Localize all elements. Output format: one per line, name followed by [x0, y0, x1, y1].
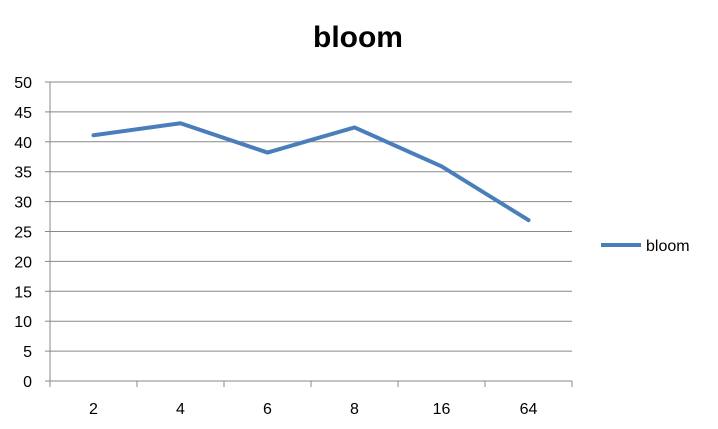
axes: [49, 82, 573, 387]
y-tick-label: 35: [14, 165, 32, 182]
y-tick-label: 5: [23, 344, 32, 361]
y-tick-label: 20: [14, 254, 32, 271]
y-tick-label: 0: [23, 374, 32, 391]
x-tick-label: 4: [176, 401, 185, 418]
gridlines: [45, 81, 572, 382]
legend-label-bloom: bloom: [646, 238, 690, 255]
y-tick-label: 25: [14, 225, 32, 242]
x-tick-labels: 2 4 6 8 16 64: [89, 401, 537, 418]
x-tick-label: 6: [263, 401, 272, 418]
y-tick-label: 30: [14, 195, 32, 212]
y-tick-label: 45: [14, 105, 32, 122]
x-tick-label: 64: [520, 401, 538, 418]
series-group: [91, 121, 531, 223]
y-tick-label: 10: [14, 314, 32, 331]
legend: bloom: [601, 238, 690, 255]
y-tick-label: 15: [14, 284, 32, 301]
y-tick-label: 50: [14, 75, 32, 92]
chart-title: bloom: [313, 21, 403, 54]
y-tick-label: 40: [14, 135, 32, 152]
x-tick-label: 16: [433, 401, 451, 418]
series-line-bloom: [91, 121, 531, 223]
x-tick-label: 2: [89, 401, 98, 418]
x-tick-label: 8: [350, 401, 359, 418]
y-tick-labels: 0 5 10 15 20 25 30 35 40 45 50: [14, 75, 32, 391]
